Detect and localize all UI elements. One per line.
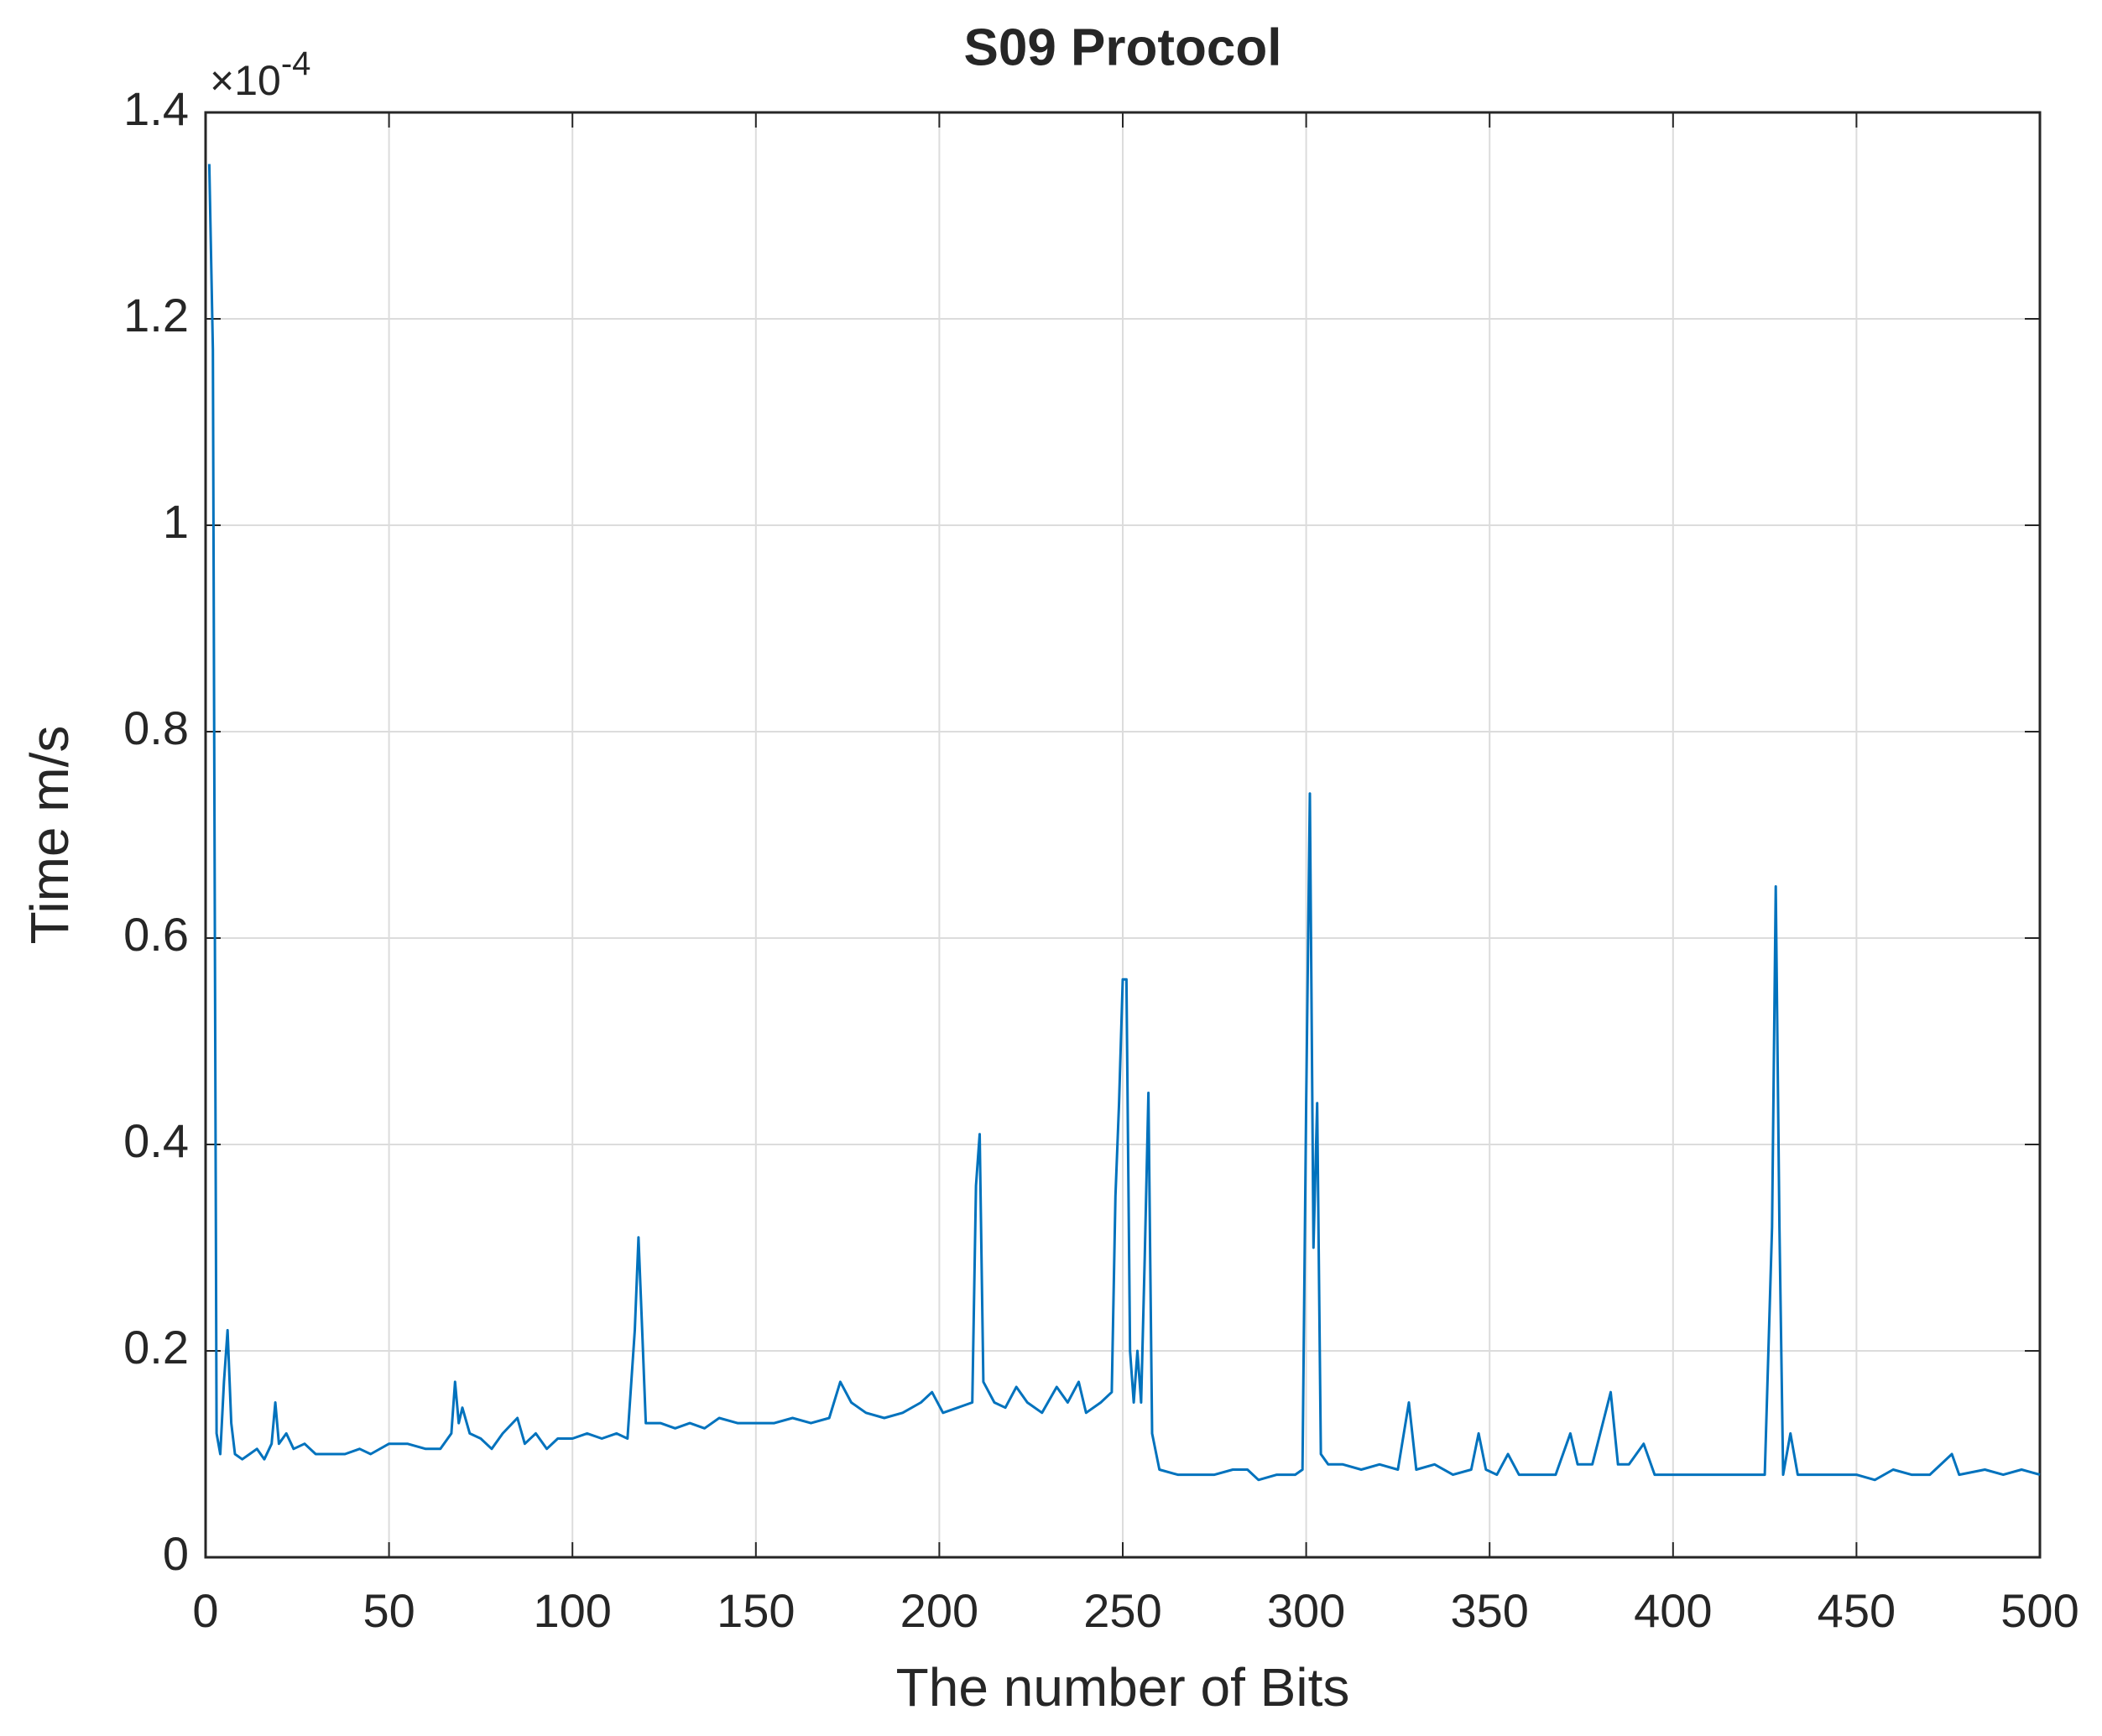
y-tick-label: 1	[163, 495, 189, 548]
y-axis-label: Time m/s	[19, 726, 80, 945]
y-multiplier-exponent: -4	[281, 45, 311, 82]
y-tick-label: 0.4	[123, 1114, 189, 1167]
x-tick-label: 400	[1634, 1584, 1712, 1637]
x-tick-label: 100	[533, 1584, 611, 1637]
chart-title: S09 Protocol	[964, 18, 1282, 76]
data-line	[207, 164, 2041, 1482]
x-tick-label: 0	[192, 1584, 218, 1637]
x-tick-label: 500	[2000, 1584, 2079, 1637]
x-tick-label: 50	[363, 1584, 415, 1637]
y-tick-label: 0	[163, 1527, 189, 1580]
x-axis-label: The number of Bits	[896, 1657, 1350, 1718]
x-tick-label: 150	[717, 1584, 795, 1637]
x-tick-label: 350	[1450, 1584, 1528, 1637]
y-tick-label: 0.8	[123, 701, 189, 754]
y-tick-label: 0.6	[123, 908, 189, 961]
x-tick-label: 300	[1267, 1584, 1345, 1637]
y-tick-label: 0.2	[123, 1321, 189, 1374]
y-multiplier: ×10-4	[210, 45, 310, 105]
x-tick-label: 450	[1818, 1584, 1896, 1637]
y-multiplier-base: ×10	[210, 57, 281, 104]
y-tick-label: 1.2	[123, 289, 189, 341]
x-tick-label: 250	[1083, 1584, 1161, 1637]
y-tick-label: 1.4	[123, 82, 189, 135]
plot-frame	[204, 111, 2042, 1559]
x-tick-label: 200	[900, 1584, 978, 1637]
